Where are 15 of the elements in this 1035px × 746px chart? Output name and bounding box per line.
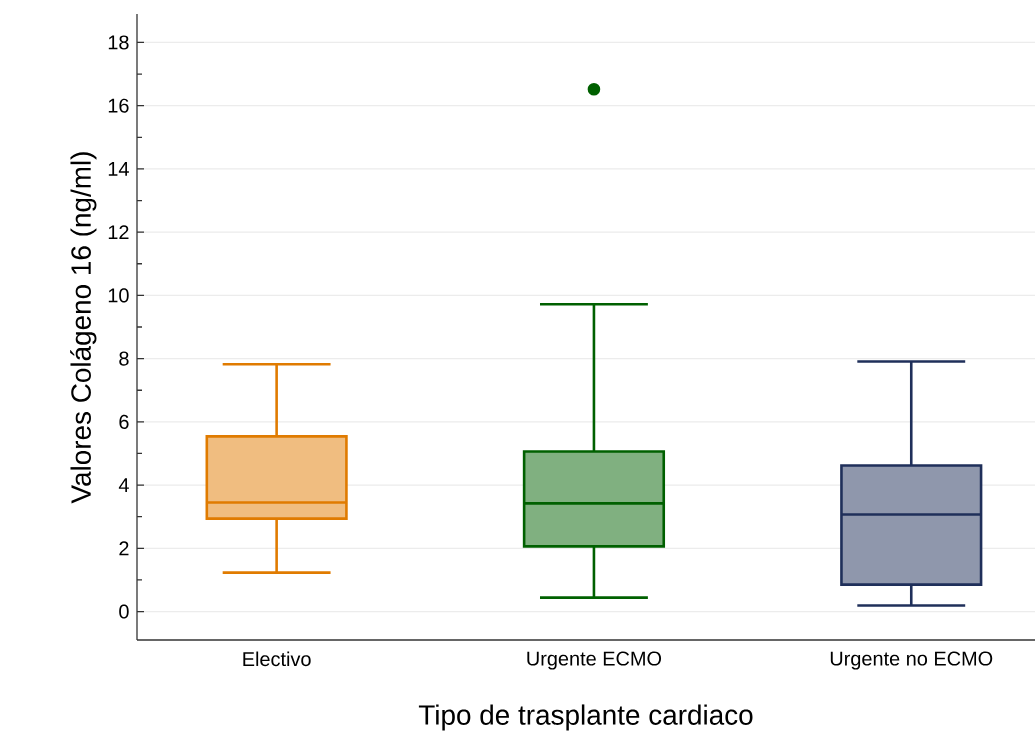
x-tick-label: Urgente ECMO xyxy=(527,651,662,670)
y-tick-label: 4 xyxy=(118,478,129,492)
y-tick-label: 10 xyxy=(108,288,129,303)
x-axis-title: Tipo de trasplante cardiaco xyxy=(418,704,753,731)
x-tick-label: Urgente no ECMO xyxy=(830,651,993,670)
y-axis-title: Valores Colágeno 16 (ng/ml) xyxy=(70,152,97,504)
y-tick-label: 0 xyxy=(119,604,129,619)
y-tick-label: 8 xyxy=(119,351,129,366)
x-tick-label: Electivo xyxy=(243,651,311,667)
y-tick-label: 6 xyxy=(119,414,129,429)
y-tick-label: 18 xyxy=(108,35,129,50)
y-tick-label: 16 xyxy=(108,98,129,113)
y-tick-label: 2 xyxy=(119,541,129,556)
y-tick-label: 12 xyxy=(108,225,129,240)
y-tick-label: 14 xyxy=(108,162,129,176)
